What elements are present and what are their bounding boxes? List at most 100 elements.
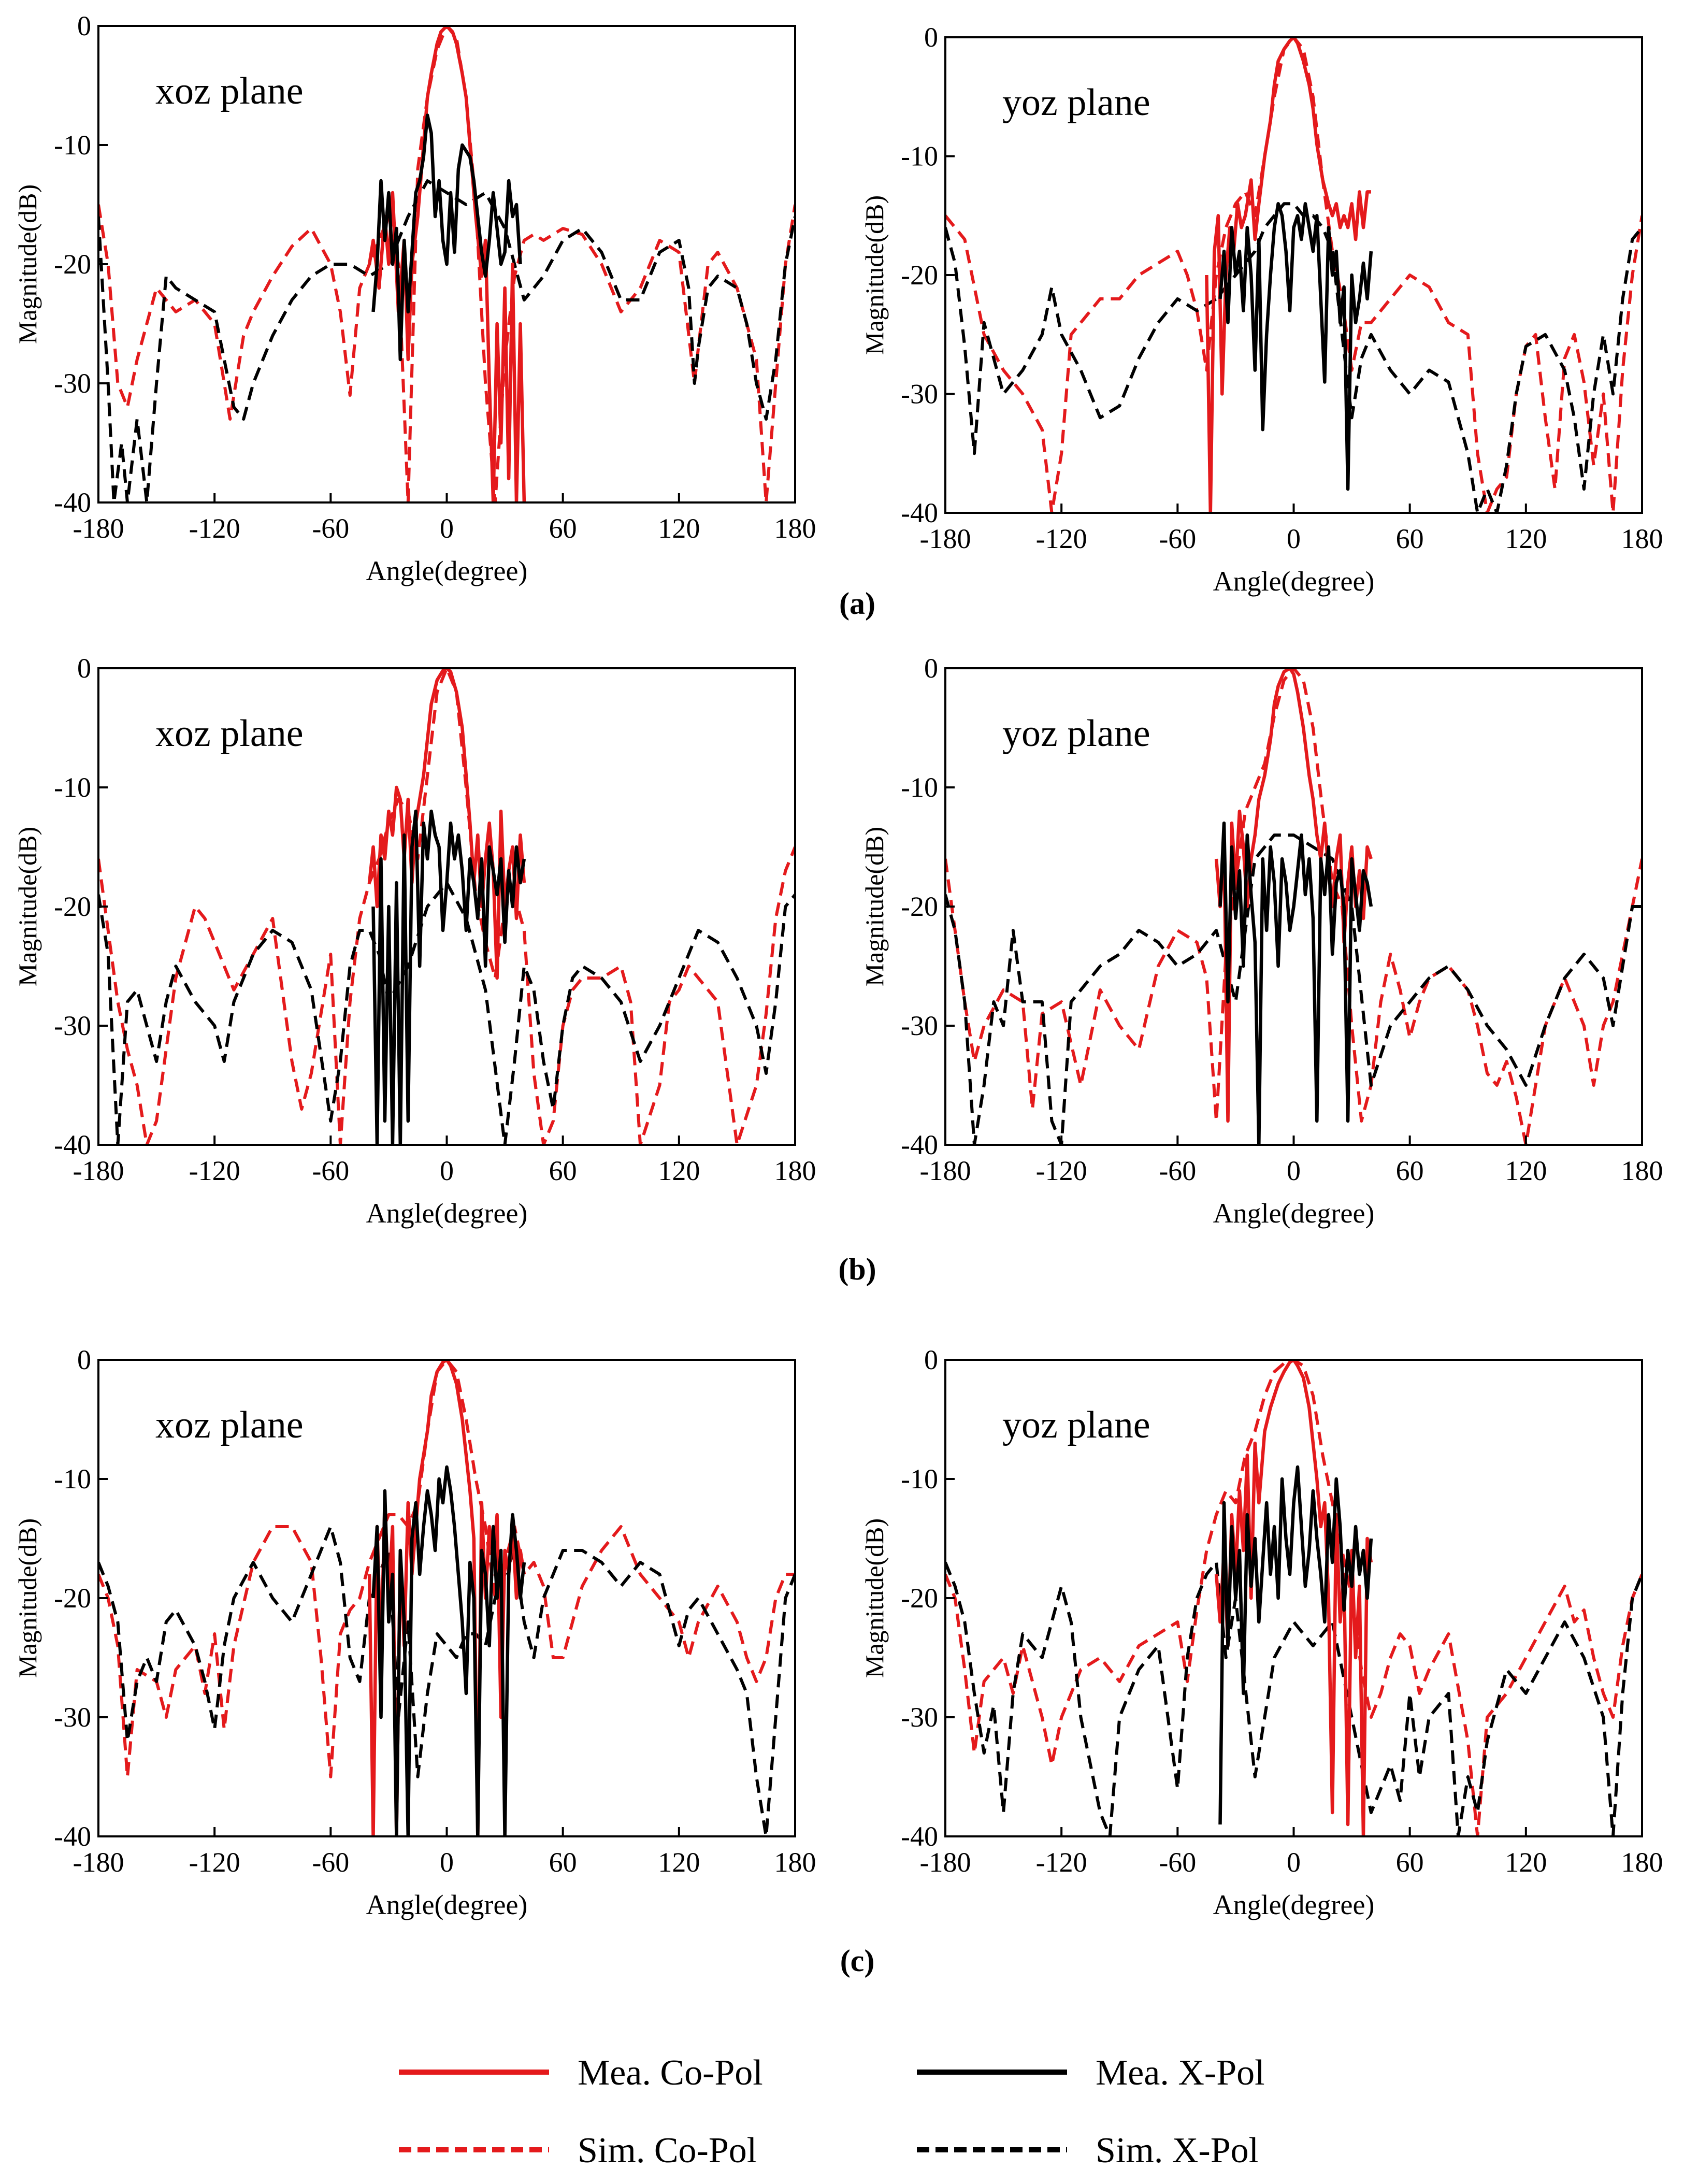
chart-panel: -180 -120 -60 0 60 120 180 0 -10 -20 -30 -40 Angle(d… [860,22,1663,597]
y-tick-label: -30 [901,379,938,410]
x-axis-label: Angle(degree) [1213,1198,1375,1229]
x-tick-label: 60 [1396,523,1424,554]
x-tick-label: 0 [1287,1847,1301,1878]
row-labels: (a) (b) (c) [838,586,876,1978]
plot-area [945,668,1642,1145]
x-axis-label: Angle(degree) [1213,566,1375,597]
y-tick-label: -10 [901,772,938,803]
x-tick-label: -60 [1159,523,1196,554]
legend-item: Sim. Co-Pol [399,2131,757,2171]
series-line-mea-x-pol [371,113,522,362]
x-tick-label: -120 [1036,1155,1087,1186]
y-axis-label: Magnitude(dB) [860,827,889,986]
y-tick-label: -40 [54,1821,91,1852]
y-axis-label: Magnitude(dB) [13,184,42,344]
x-tick-label: 120 [1505,1155,1547,1186]
legend-item: Mea. X-Pol [917,2053,1265,2093]
x-tick-label: 180 [1621,1847,1663,1878]
x-tick-label: 120 [658,1847,700,1878]
x-tick-label: -60 [1159,1847,1196,1878]
y-tick-label: -10 [901,1463,938,1495]
x-tick-label: 120 [658,513,700,544]
series-line-sim-x-pol [945,202,1642,513]
series-line-sim-co-pol [98,26,795,502]
x-tick-label: 180 [1621,1155,1663,1186]
panel-title: yoz plane [1002,81,1150,124]
y-tick-label: -30 [901,1702,938,1733]
x-tick-label: -120 [189,1847,240,1878]
x-tick-label: 180 [774,1155,816,1186]
series-line-mea-x-pol [371,1465,526,1836]
y-tick-label: 0 [924,653,938,684]
series-line-sim-x-pol [98,1525,795,1836]
x-tick-label: -60 [1159,1155,1196,1186]
legend-label: Sim. Co-Pol [578,2131,757,2171]
x-tick-label: 60 [1396,1155,1424,1186]
legend-label: Mea. Co-Pol [578,2053,763,2093]
plot-area [98,1360,795,1836]
x-tick-label: 60 [549,513,577,544]
series-line-mea-co-pol [1214,1360,1373,1836]
x-tick-label: -60 [312,513,349,544]
y-tick-label: 0 [924,1344,938,1375]
x-tick-label: 0 [440,1155,454,1186]
x-axis-label: Angle(degree) [1213,1889,1375,1920]
y-tick-label: -20 [54,1583,91,1614]
series-line-sim-x-pol [945,1561,1642,1836]
x-tick-label: 60 [549,1155,577,1186]
x-axis-label: Angle(degree) [366,555,528,586]
y-tick-label: -30 [901,1010,938,1041]
legend-label: Sim. X-Pol [1096,2131,1259,2171]
legend: Mea. Co-Pol Mea. X-Pol Sim. Co-Pol Sim. X-P… [399,2053,1265,2171]
x-tick-label: -180 [920,1155,971,1186]
x-tick-label: 0 [440,1847,454,1878]
series-line-sim-co-pol [945,1360,1642,1836]
x-tick-label: 0 [1287,523,1301,554]
legend-item: Mea. Co-Pol [399,2053,763,2093]
series-line-mea-x-pol [1218,202,1373,491]
y-tick-label: -10 [54,772,91,803]
series-line-sim-co-pol [945,668,1642,1145]
chart-panel: -180 -120 -60 0 60 120 180 0 -10 -20 -30 -40 Angle(d… [13,1344,816,1920]
y-tick-label: -10 [54,1463,91,1495]
chart-panel: -180 -120 -60 0 60 120 180 0 -10 -20 -30 -40 Angle(d… [13,10,816,586]
x-tick-label: -120 [189,1155,240,1186]
series-line-sim-x-pol [98,881,795,1145]
charts-group: -180 -120 -60 0 60 120 180 0 -10 -20 -30 -40 Angle(d… [13,10,1663,1920]
x-tick-label: -120 [1036,1847,1087,1878]
y-axis-label: Magnitude(dB) [860,195,889,355]
plot-area [98,26,795,502]
panel-title: yoz plane [1002,1404,1150,1446]
chart-panel: -180 -120 -60 0 60 120 180 0 -10 -20 -30 -40 Angle(d… [860,1344,1663,1920]
x-tick-label: 0 [1287,1155,1301,1186]
y-tick-label: -10 [901,141,938,172]
x-axis-label: Angle(degree) [366,1198,528,1229]
x-tick-label: 180 [774,513,816,544]
y-tick-label: -40 [901,1129,938,1160]
x-tick-label: -180 [73,513,124,544]
y-tick-label: -20 [54,891,91,922]
y-axis-label: Magnitude(dB) [860,1518,889,1678]
x-tick-label: -60 [312,1847,349,1878]
series-line-mea-x-pol [1218,1465,1373,1825]
x-tick-label: 120 [1505,1847,1547,1878]
panel-title: xoz plane [155,712,304,755]
y-tick-label: -40 [54,487,91,518]
x-tick-label: -120 [189,513,240,544]
row-label: (a) [839,586,875,621]
y-tick-label: -20 [54,249,91,280]
y-tick-label: 0 [77,1344,91,1375]
chart-panel: -180 -120 -60 0 60 120 180 0 -10 -20 -30 -40 Angle(d… [860,653,1663,1229]
legend-label: Mea. X-Pol [1096,2053,1265,2093]
y-tick-label: -20 [901,891,938,922]
panel-title: xoz plane [155,70,304,112]
x-tick-label: -180 [73,1155,124,1186]
y-tick-label: -20 [901,260,938,291]
row-label: (b) [838,1252,876,1286]
series-line-mea-x-pol [1218,821,1373,1145]
y-tick-label: -40 [54,1129,91,1160]
y-tick-label: -30 [54,1702,91,1733]
x-tick-label: 60 [1396,1847,1424,1878]
y-tick-label: -20 [901,1583,938,1614]
